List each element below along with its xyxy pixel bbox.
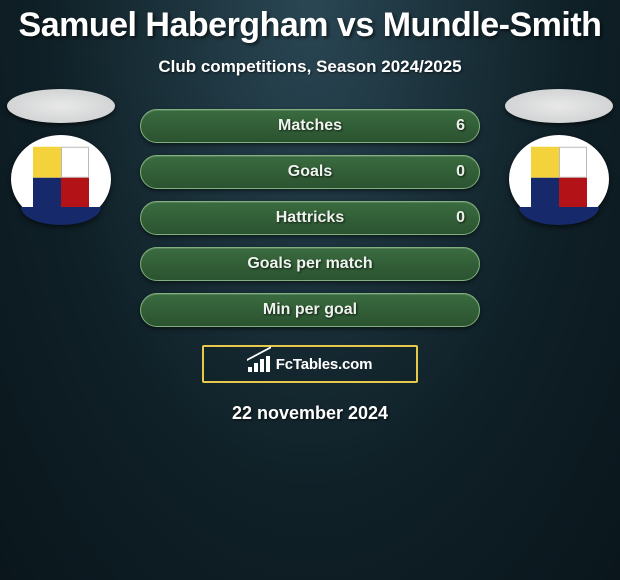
player-right-club-badge [509,135,609,223]
source-logo-box: FcTables.com [202,345,418,383]
stat-row-matches: Matches 6 [140,109,480,143]
generation-date: 22 november 2024 [0,403,620,424]
stat-right-value: 6 [456,117,465,135]
bar-chart-icon [248,356,270,372]
stat-label: Matches [278,117,342,135]
stat-label: Goals per match [247,255,372,273]
comparison-area: Matches 6 Goals 0 Hattricks 0 Goals per … [0,109,620,424]
player-left-silhouette [7,89,115,123]
stat-label: Hattricks [276,209,344,227]
stat-right-value: 0 [456,163,465,181]
stat-row-hattricks: Hattricks 0 [140,201,480,235]
stat-row-goals-per-match: Goals per match [140,247,480,281]
player-right-slot [504,89,614,223]
stat-label: Min per goal [263,301,357,319]
source-logo-text: FcTables.com [276,356,373,373]
player-right-silhouette [505,89,613,123]
stat-label: Goals [288,163,332,181]
stat-right-value: 0 [456,209,465,227]
player-left-slot [6,89,116,223]
subtitle: Club competitions, Season 2024/2025 [0,57,620,77]
stat-row-min-per-goal: Min per goal [140,293,480,327]
stat-row-goals: Goals 0 [140,155,480,189]
page-title: Samuel Habergham vs Mundle-Smith [0,0,620,45]
stat-stack: Matches 6 Goals 0 Hattricks 0 Goals per … [140,109,480,327]
player-left-club-badge [11,135,111,223]
